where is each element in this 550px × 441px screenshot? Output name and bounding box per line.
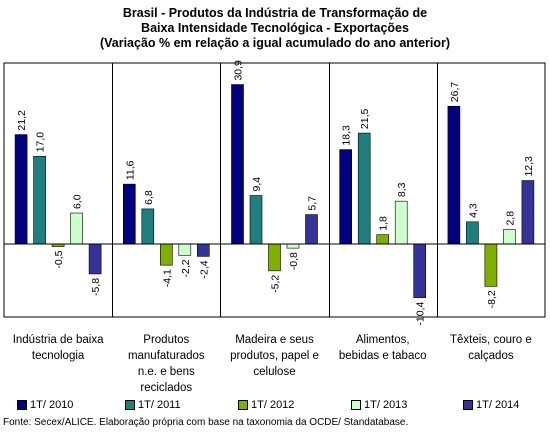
data-label: -2,4 (198, 260, 210, 278)
data-label: -8,2 (486, 290, 498, 308)
category-label: bebidas e tabaco (339, 350, 427, 362)
bar-2-series-5 (197, 243, 210, 257)
legend-item-3: 1T/ 2012 (238, 399, 294, 411)
legend-label: 1T/ 2012 (251, 399, 295, 411)
data-label: -0,5 (53, 250, 65, 268)
data-label: 2,8 (504, 211, 516, 226)
bar-5-series-5 (521, 180, 535, 245)
source-note: Fonte: Secex/ALICE. Elaboração própria c… (3, 417, 409, 428)
chart-title-line-3: (Variação % em relação a igual acumulado… (99, 36, 451, 50)
bar-1-series-4 (70, 212, 83, 245)
bar-5-series-2 (466, 221, 479, 245)
category-label: calçados (468, 350, 514, 362)
category-label: Madeira e seus (235, 334, 314, 346)
data-label: -0,8 (288, 252, 300, 270)
bar-3-series-1 (231, 84, 244, 245)
legend-item-5: 1T/ 2014 (463, 399, 519, 411)
legend-label: 1T/ 2010 (30, 399, 74, 411)
legend-label: 1T/ 2014 (476, 399, 520, 411)
legend-label: 1T/ 2013 (364, 399, 408, 411)
bar-1-series-2 (33, 155, 46, 245)
bar-3-series-2 (249, 195, 263, 245)
bar-2-series-4 (178, 243, 192, 256)
bar-4-series-3 (376, 234, 390, 245)
data-label: 8,3 (396, 182, 408, 197)
bar-3-series-4 (286, 243, 300, 249)
legend-item-1: 1T/ 2010 (17, 399, 73, 411)
bar-1-series-5 (88, 243, 102, 275)
data-label: -10,4 (415, 302, 427, 326)
bar-4-series-5 (413, 243, 427, 298)
data-label: 4,3 (467, 203, 479, 218)
legend-item-2: 1T/ 2011 (125, 399, 181, 411)
bar-4-series-4 (394, 200, 408, 245)
legend-swatch (463, 400, 473, 410)
legend-swatch (351, 400, 361, 410)
category-label: tecnologia (32, 350, 85, 362)
legend-swatch (125, 400, 135, 410)
data-label: 26,7 (449, 82, 461, 103)
data-label: -5,8 (90, 278, 102, 296)
data-label: 5,7 (307, 196, 319, 211)
category-label: Indústria de baixa (13, 334, 104, 346)
data-label: 6,0 (72, 194, 84, 209)
bar-3-series-5 (305, 214, 318, 245)
data-label: 18,3 (341, 125, 353, 146)
category-label: Têxteis, couro e (450, 334, 532, 346)
chart-title-line-2: Baixa Intensidade Tecnológica - Exportaç… (141, 21, 409, 35)
bar-2-series-2 (141, 208, 155, 245)
bar-5-series-1 (447, 105, 461, 245)
category-label: celulose (253, 366, 295, 378)
data-label: 6,8 (143, 190, 155, 205)
legend-item-4: 1T/ 2013 (351, 399, 407, 411)
data-label: 1,8 (378, 216, 390, 231)
legend-swatch (238, 400, 248, 410)
data-label: -2,2 (180, 259, 192, 277)
bar-5-series-3 (484, 243, 498, 287)
data-label: 21,5 (359, 108, 371, 129)
category-label: Produtos (143, 334, 189, 346)
data-label: 30,9 (233, 60, 245, 81)
data-label: -4,1 (161, 269, 173, 287)
data-label: 21,2 (16, 110, 28, 131)
legend-label: 1T/ 2011 (138, 399, 181, 411)
category-label: Alimentos, (356, 334, 410, 346)
chart-title-line-1: Brasil - Produtos da Indústria de Transf… (122, 6, 428, 20)
bar-5-series-4 (503, 229, 516, 245)
data-label: 12,3 (523, 156, 535, 177)
bar-2-series-3 (160, 243, 173, 266)
category-label: produtos, papel e (230, 350, 319, 362)
data-label: 11,6 (124, 160, 136, 180)
bar-2-series-1 (123, 183, 136, 245)
bar-3-series-3 (268, 243, 281, 272)
chart-legend: 1T/ 2010 1T/ 2011 1T/ 2012 1T/ 2013 1T/ 2014 (0, 399, 550, 415)
data-label: -5,2 (270, 275, 282, 293)
data-label: 9,4 (251, 177, 263, 192)
bar-1-series-1 (14, 134, 28, 245)
category-label: n.e. e bens (138, 366, 195, 378)
category-label: reciclados (140, 382, 192, 394)
data-label: 17,0 (35, 132, 47, 153)
category-label: manufaturados (128, 350, 205, 362)
bar-4-series-2 (357, 132, 371, 245)
legend-swatch (17, 400, 27, 410)
bar-4-series-1 (339, 149, 353, 245)
chart-title: Brasil - Produtos da Indústria de Transf… (0, 6, 550, 51)
